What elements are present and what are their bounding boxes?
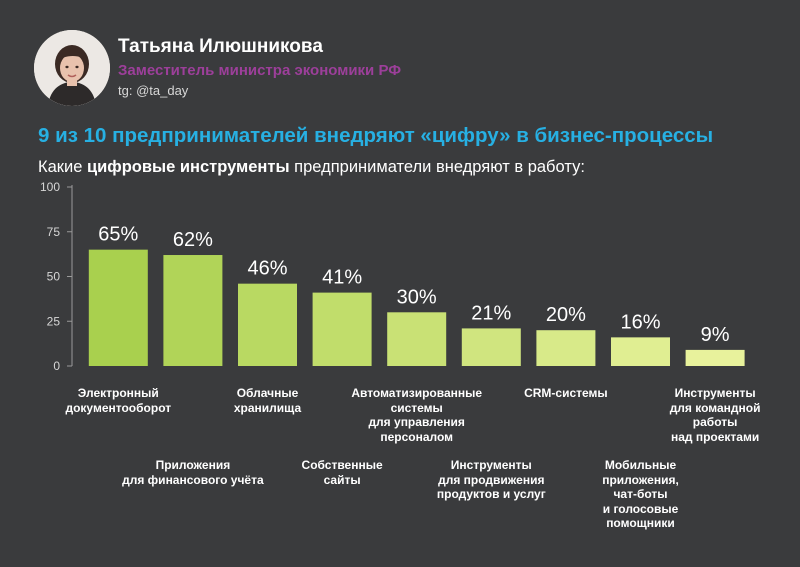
bar-value-label: 62% [173,229,213,251]
x-category-label-line: Собственные [301,458,383,472]
x-category-label: Инструменты для командной работы над проект… [630,386,800,444]
x-category-label-line: работы [692,415,738,429]
x-category-label-line: для управления [368,415,465,429]
y-tick-label: 0 [53,359,60,373]
x-category-label-line: Приложения [155,458,231,472]
bar [312,292,372,366]
subhead-suffix: предприниматели внедряют в работу: [289,158,585,176]
y-tick-label: 25 [47,314,61,328]
bar [461,328,521,366]
bar [685,349,745,366]
x-category-label-line: Инструменты [674,386,756,400]
x-category-label-line: Облачные [236,386,299,400]
x-category-label-line: продуктов и услуг [436,487,546,501]
x-category-label-line: персоналом [380,429,454,444]
headline: 9 из 10 предпринимателей внедряют «цифру… [38,124,714,147]
bar-value-label: 65% [98,224,138,246]
x-category-label-line: для финансового учёта [122,472,264,487]
bar-value-label: 16% [620,311,660,333]
x-category-label-line: над проектами [670,429,760,444]
x-category-label-line: для командной [669,400,761,415]
author-portrait-icon [34,30,110,106]
x-category-label-line: документооборот [65,400,172,415]
subhead-bold: цифровые инструменты [86,158,290,176]
bar [163,255,223,366]
x-category-label-line: для продвижения [438,472,545,487]
subhead: Какие цифровые инструменты предпринимате… [38,158,585,177]
author-name: Татьяна Илюшникова [118,36,323,57]
x-category-label: Инструменты для продвижения продуктов и ус… [406,458,576,502]
bar-value-label: 9% [701,324,730,346]
author-handle: tg: @ta_day [118,83,189,98]
x-category-label-line: хранилища [233,400,302,415]
bar [611,337,670,366]
bar-value-label: 41% [322,267,362,289]
bar-value-label: 20% [546,304,586,326]
x-category-label-line: и голосовые [602,501,679,516]
x-category-label: Электронный документооборот [33,386,203,415]
x-category-label-line: приложения, [602,472,679,487]
bar-value-label: 30% [397,286,437,308]
x-category-label-line: помощники [606,516,675,530]
x-category-label-line: CRM-системы [524,386,608,400]
x-category-label-line: Инструменты [450,458,532,472]
author-role: Заместитель министра экономики РФ [118,62,402,79]
x-category-label: CRM-системы [481,386,651,401]
x-category-label: Мобильные приложения, чат-боты и голосовые п… [556,458,726,531]
x-category-label-line: Мобильные [604,458,677,472]
x-category-label: Облачные хранилища [183,386,353,415]
y-tick-label: 50 [47,270,61,284]
bar [536,330,596,366]
bar [88,249,148,366]
bar-value-label: 46% [247,258,287,280]
x-category-label: Приложения для финансового учёта [108,458,278,487]
bar [238,283,297,366]
x-category-label: Собственные сайты [257,458,427,487]
x-category-label-line: чат-боты [613,487,668,501]
bar [387,312,447,366]
x-category-label: Автоматизированные системы для управления п… [332,386,502,444]
x-category-label-line: системы [390,400,443,415]
subhead-prefix: Какие [38,158,87,176]
y-tick-label: 75 [47,225,61,239]
author-avatar [34,30,110,106]
y-tick-label: 100 [40,180,60,194]
x-category-label-line: сайты [323,472,361,487]
bar-value-label: 21% [471,302,511,324]
x-category-label-line: Автоматизированные [351,386,483,400]
x-category-label-line: Электронный [77,386,159,400]
